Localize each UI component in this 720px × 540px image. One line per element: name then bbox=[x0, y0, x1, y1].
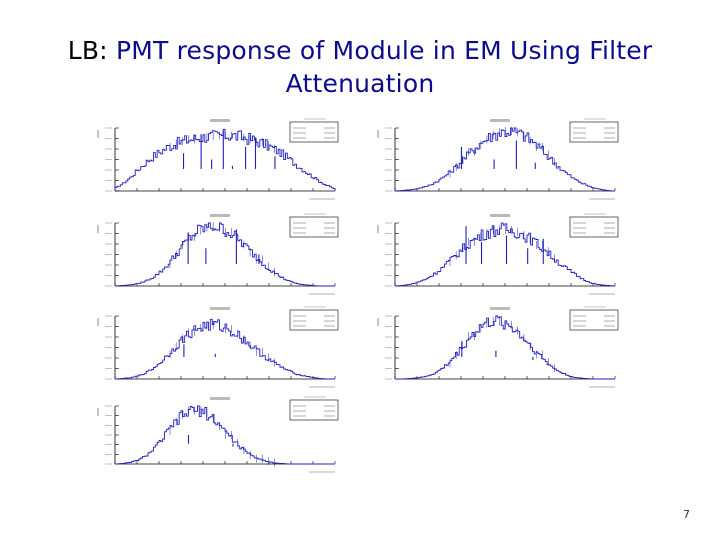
panel-title-stub bbox=[210, 397, 230, 400]
histogram-outline bbox=[115, 318, 335, 380]
stats-box bbox=[569, 216, 619, 238]
histogram-outline bbox=[395, 315, 615, 380]
histogram-panel-2 bbox=[377, 118, 619, 200]
stats-box bbox=[289, 121, 339, 143]
page-number: 7 bbox=[683, 508, 690, 521]
panel-title-stub bbox=[210, 307, 230, 310]
histogram-outline bbox=[114, 128, 336, 191]
histogram-panel-4 bbox=[377, 213, 619, 295]
title-main-line1: PMT response of Module in EM Using Filte… bbox=[115, 36, 653, 65]
stats-box bbox=[289, 309, 339, 331]
histogram-panel-6 bbox=[377, 306, 619, 388]
histogram-outline bbox=[395, 127, 615, 192]
stats-box bbox=[569, 121, 619, 143]
title-main-line2: Attenuation bbox=[285, 69, 435, 98]
panel-title-stub bbox=[210, 119, 230, 122]
histogram-panel-5 bbox=[97, 306, 339, 388]
histogram-panel-1 bbox=[97, 118, 339, 200]
stats-box bbox=[569, 309, 619, 331]
panel-title-stub bbox=[210, 214, 230, 217]
histogram-outline bbox=[115, 222, 335, 287]
slide-title: LB: PMT response of Module in EM Using F… bbox=[20, 34, 700, 100]
panel-title-stub bbox=[490, 119, 510, 122]
histogram-outline bbox=[395, 222, 615, 287]
panel-title-stub bbox=[490, 307, 510, 310]
histogram-panel-3 bbox=[97, 213, 339, 295]
panel-title-stub bbox=[490, 214, 510, 217]
histogram-panel-7 bbox=[97, 396, 339, 473]
stats-box bbox=[289, 399, 339, 421]
stats-box bbox=[289, 216, 339, 238]
title-prefix: LB: bbox=[67, 36, 108, 65]
histogram-outline bbox=[115, 405, 335, 465]
